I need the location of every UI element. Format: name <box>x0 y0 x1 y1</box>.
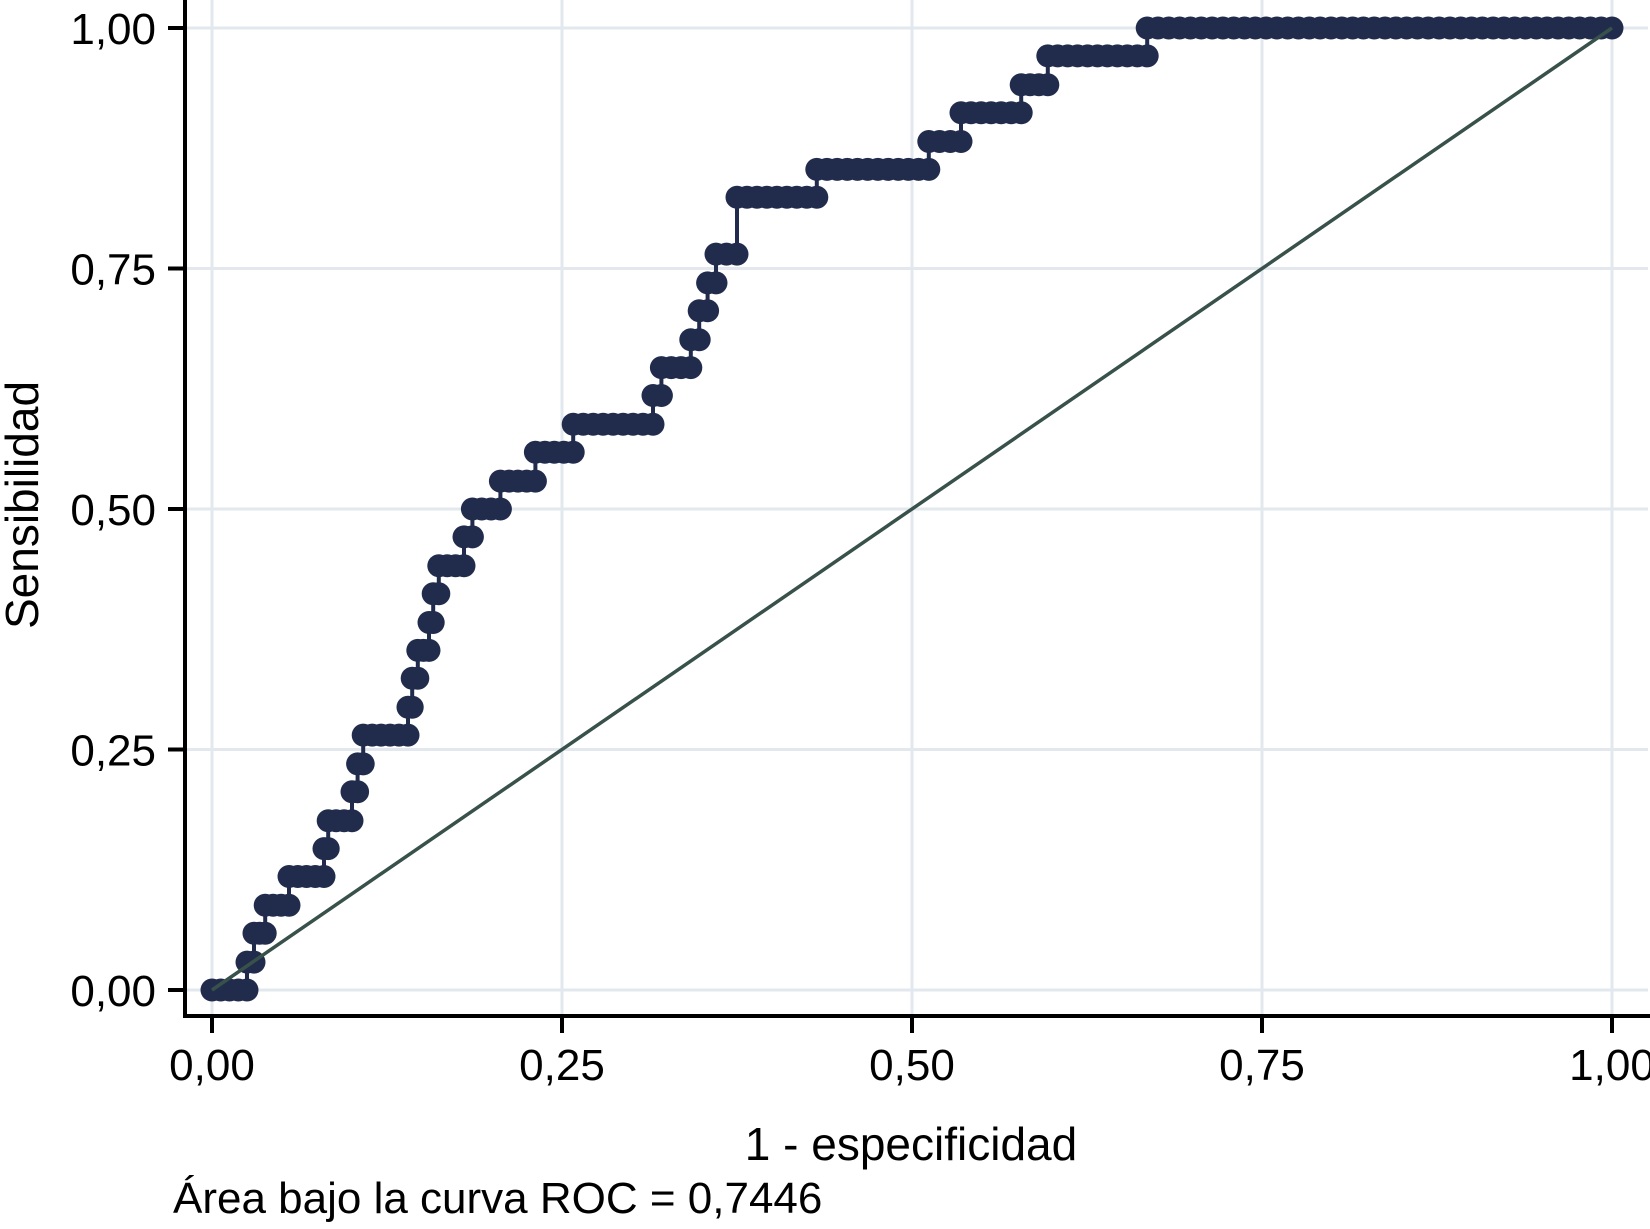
roc-point-marker <box>277 893 301 917</box>
roc-point-marker <box>312 865 336 888</box>
roc-point-marker <box>1009 101 1033 125</box>
roc-point-marker <box>316 837 340 861</box>
y-axis-title: Sensibilidad <box>0 381 48 629</box>
roc-point-marker <box>679 356 703 380</box>
roc-point-marker <box>649 384 673 407</box>
roc-point-marker <box>421 611 445 634</box>
y-tick-label: 0,00 <box>70 967 156 1016</box>
roc-point-marker <box>400 695 424 719</box>
roc-point-marker <box>641 412 665 436</box>
roc-point-marker <box>253 921 277 945</box>
y-tick-label: 0,50 <box>70 486 156 535</box>
x-tick-label: 0,25 <box>519 1041 605 1090</box>
roc-point-marker <box>1036 73 1060 97</box>
roc-point-marker <box>704 271 728 295</box>
roc-point-marker <box>452 554 476 578</box>
axes <box>168 0 1650 1033</box>
roc-point-marker <box>917 157 941 181</box>
roc-point-marker <box>488 497 512 521</box>
x-tick-label: 0,50 <box>869 1041 955 1090</box>
roc-point-marker <box>346 780 370 804</box>
roc-point-marker <box>417 638 441 662</box>
roc-curve <box>200 16 1624 1002</box>
diagonal-reference-line <box>211 26 1613 992</box>
tick-labels: 0,00 0,25 0,50 0,75 1,00 0,00 0,25 0,50 0,75 1,00 <box>70 5 1650 1090</box>
auc-caption: Área bajo la curva ROC = 0,7446 <box>173 1174 822 1223</box>
roc-point-marker <box>351 752 375 776</box>
roc-point-marker <box>949 130 973 153</box>
roc-point-marker <box>235 978 259 1002</box>
roc-point-marker <box>396 723 420 747</box>
y-tick-label: 0,25 <box>70 727 156 776</box>
roc-point-marker <box>406 666 430 690</box>
y-tick-label: 1,00 <box>70 5 156 54</box>
x-tick-label: 0,00 <box>169 1041 255 1090</box>
x-tick-label: 1,00 <box>1569 1041 1650 1090</box>
reference-line <box>211 26 1613 992</box>
y-tick-label: 0,75 <box>70 246 156 295</box>
roc-point-marker <box>687 328 711 352</box>
roc-point-marker <box>805 185 829 209</box>
roc-point-marker <box>1135 44 1159 68</box>
roc-point-marker <box>561 440 585 464</box>
roc-point-marker <box>460 525 484 549</box>
roc-point-marker <box>427 582 451 606</box>
roc-point-marker <box>725 242 749 266</box>
roc-point-marker <box>696 299 720 323</box>
x-tick-label: 0,75 <box>1219 1041 1305 1090</box>
x-axis-title: 1 - especificidad <box>745 1118 1077 1170</box>
roc-point-marker <box>523 469 547 493</box>
roc-point-marker <box>340 809 364 833</box>
